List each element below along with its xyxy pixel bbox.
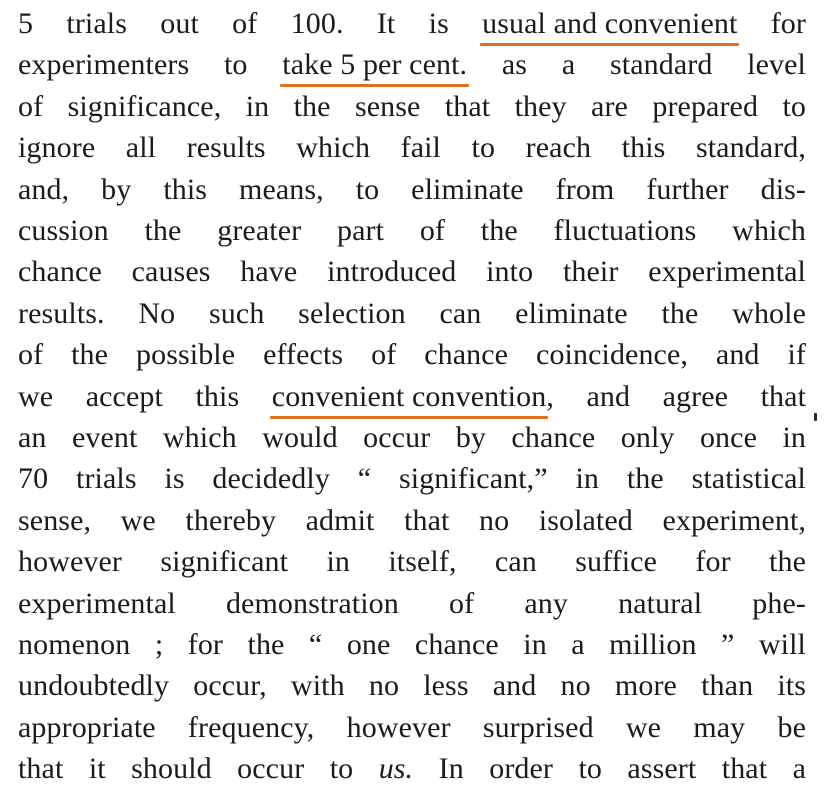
text-line: we accept this convenient convention, an… <box>18 377 807 419</box>
line-text: experimenters to <box>18 48 283 82</box>
line-text: as a standard level <box>467 48 806 82</box>
print-speck <box>814 413 817 421</box>
highlighted-phrase: usual and convenient <box>480 4 740 46</box>
text-line: 5 trials out of 100. It is usual and con… <box>18 4 806 46</box>
text-line: results. No such selection can eliminate… <box>18 294 806 334</box>
line-text: results. No such selection can eliminate… <box>18 296 806 330</box>
highlighted-phrase: convenient convention <box>269 377 548 419</box>
line-text: appropriate frequency, however surprised… <box>18 710 806 744</box>
line-text: for <box>737 7 806 40</box>
text-line: experimenters to take 5 per cent. as a s… <box>18 45 806 88</box>
line-text: however significant in itself, can suffi… <box>18 545 806 579</box>
text-line: experimental demonstration of any natura… <box>18 584 806 624</box>
text-line: an event which would occur by chance onl… <box>18 418 806 458</box>
text-line: undoubtedly occur, with no less and no m… <box>18 666 806 706</box>
text-line: nomenon ; for the “ one chance in a mill… <box>18 625 806 665</box>
italic-word: us. <box>378 752 414 786</box>
line-text: of the possible effects of chance coinci… <box>18 338 806 372</box>
text-line: 70 trials is decidedly “ significant,” i… <box>18 459 806 499</box>
line-text: 5 trials out of 100. It is <box>18 7 483 40</box>
text-line: sense, we thereby admit that no isolated… <box>18 501 806 541</box>
line-text: of significance, in the sense that they … <box>18 89 806 123</box>
line-text: and, by this means, to eliminate from fu… <box>18 172 806 206</box>
line-text: 70 trials is decidedly “ significant,” i… <box>18 462 806 496</box>
text-line: chance causes have introduced into their… <box>18 252 806 292</box>
line-text: In order to assert that a <box>413 752 806 786</box>
line-text: sense, we thereby admit that no isolated… <box>18 503 806 537</box>
text-line: that it should occur to us. In order to … <box>18 749 806 789</box>
line-text: nomenon ; for the “ one chance in a mill… <box>18 628 806 661</box>
line-text: cussion the greater part of the fluctuat… <box>18 214 806 247</box>
text-line: of significance, in the sense that they … <box>18 87 806 127</box>
line-text: we accept this <box>18 379 272 413</box>
line-text: an event which would occur by chance onl… <box>18 421 806 454</box>
text-line: of the possible effects of chance coinci… <box>18 335 806 375</box>
line-text: undoubtedly occur, with no less and no m… <box>18 669 806 703</box>
text-line: ignore all results which fail to reach t… <box>18 128 806 168</box>
line-text: experimental demonstration of any natura… <box>18 586 806 620</box>
highlighted-phrase: take 5 per cent. <box>280 45 469 88</box>
text-line: cussion the greater part of the fluctuat… <box>18 211 806 251</box>
text-line: however significant in itself, can suffi… <box>18 542 806 582</box>
line-text: ignore all results which fail to reach t… <box>18 131 806 165</box>
line-text: chance causes have introduced into their… <box>18 255 806 289</box>
text-line: appropriate frequency, however surprised… <box>18 708 806 748</box>
line-text: that it should occur to <box>18 752 379 786</box>
text-line: and, by this means, to eliminate from fu… <box>18 170 806 210</box>
line-text: , and agree that <box>546 379 807 413</box>
